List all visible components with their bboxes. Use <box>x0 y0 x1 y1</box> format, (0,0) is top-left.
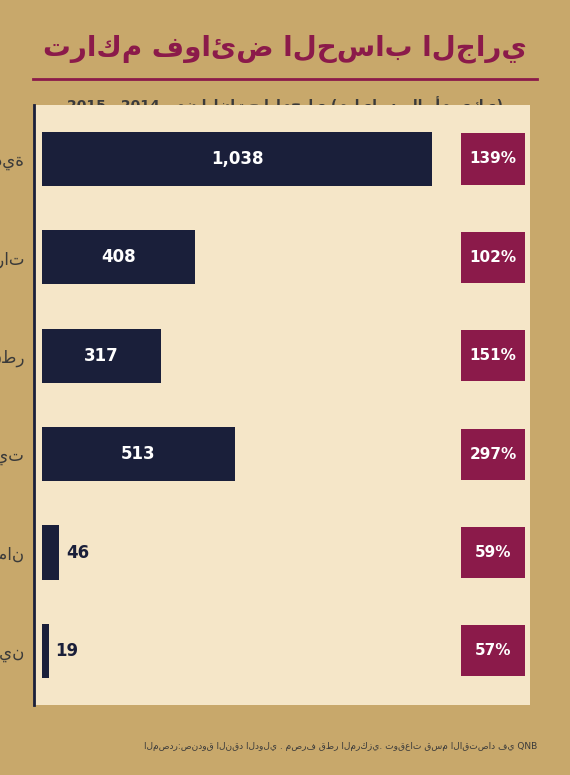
Text: 513: 513 <box>121 445 156 463</box>
Bar <box>42 329 161 383</box>
Bar <box>42 427 235 481</box>
Text: 46: 46 <box>66 543 89 562</box>
Text: 317: 317 <box>84 346 119 365</box>
Text: 102%: 102% <box>470 250 516 265</box>
Text: 139%: 139% <box>470 151 516 167</box>
FancyBboxPatch shape <box>461 625 525 677</box>
Bar <box>42 624 49 678</box>
Text: 57%: 57% <box>475 643 511 659</box>
Text: 408: 408 <box>101 248 136 267</box>
FancyBboxPatch shape <box>461 527 525 578</box>
Text: المصدر:صندوق النقد الدولي . مصرف قطر المركزي. توقعات قسم الاقتصاد في QNB: المصدر:صندوق النقد الدولي . مصرف قطر الم… <box>144 742 537 751</box>
Text: 59%: 59% <box>475 545 511 560</box>
Text: 151%: 151% <box>470 348 516 363</box>
FancyBboxPatch shape <box>461 232 525 283</box>
FancyBboxPatch shape <box>461 330 525 381</box>
Text: 1,038: 1,038 <box>211 150 263 168</box>
Bar <box>42 230 196 284</box>
FancyBboxPatch shape <box>461 133 525 184</box>
Text: 2015 . 2014 . من الناتج المحلي (مليار دولار أمريكي): 2015 . 2014 . من الناتج المحلي (مليار دو… <box>67 97 503 115</box>
Text: تراكم فوائض الحساب الجاري: تراكم فوائض الحساب الجاري <box>43 35 527 64</box>
Text: 19: 19 <box>56 642 79 660</box>
FancyBboxPatch shape <box>461 429 525 480</box>
Text: 297%: 297% <box>469 446 516 462</box>
Bar <box>42 525 59 580</box>
Bar <box>42 132 433 186</box>
